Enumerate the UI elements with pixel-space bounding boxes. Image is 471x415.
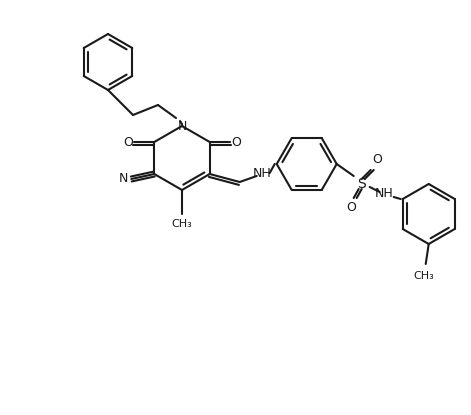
- Text: CH₃: CH₃: [171, 219, 192, 229]
- Text: N: N: [119, 173, 128, 186]
- Text: N: N: [177, 120, 187, 132]
- Text: O: O: [123, 136, 133, 149]
- Text: NH: NH: [252, 168, 271, 181]
- Text: O: O: [346, 202, 356, 215]
- Text: O: O: [231, 136, 241, 149]
- Text: CH₃: CH₃: [414, 271, 434, 281]
- Text: S: S: [357, 177, 366, 191]
- Text: NH: NH: [374, 188, 393, 200]
- Text: O: O: [372, 154, 382, 166]
